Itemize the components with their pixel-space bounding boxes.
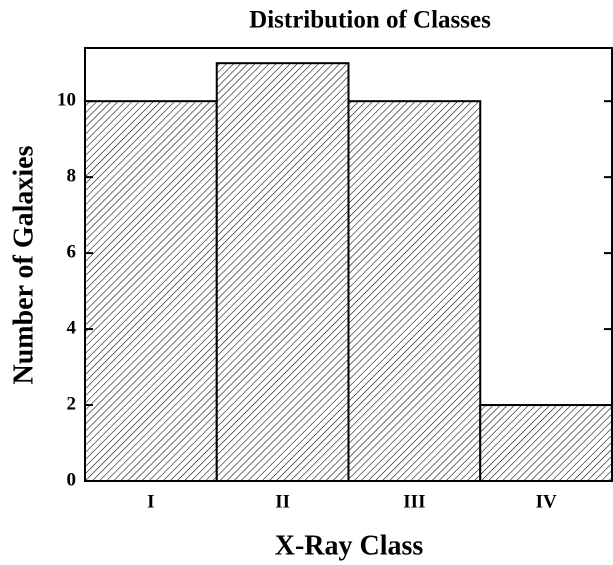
x-tick-label: IV	[536, 491, 557, 512]
y-axis-label: Number of Galaxies	[8, 145, 39, 384]
y-tick-label: 2	[67, 393, 77, 414]
y-tick-label: 10	[57, 90, 76, 111]
x-tick-label: II	[275, 491, 290, 512]
bar	[347, 100, 482, 482]
bar	[479, 404, 613, 483]
chart-title: Distribution of Classes	[249, 7, 491, 34]
bar	[215, 62, 350, 482]
y-tick-label: 4	[67, 317, 77, 338]
y-tick-label: 0	[67, 469, 77, 490]
y-tick-label: 8	[67, 165, 77, 186]
plot-frame	[84, 47, 613, 482]
x-axis-label: X-Ray Class	[275, 530, 424, 561]
bar	[84, 100, 218, 482]
x-tick-label: I	[147, 491, 154, 512]
y-tick-label: 6	[67, 241, 77, 262]
x-tick-label: III	[403, 491, 425, 512]
